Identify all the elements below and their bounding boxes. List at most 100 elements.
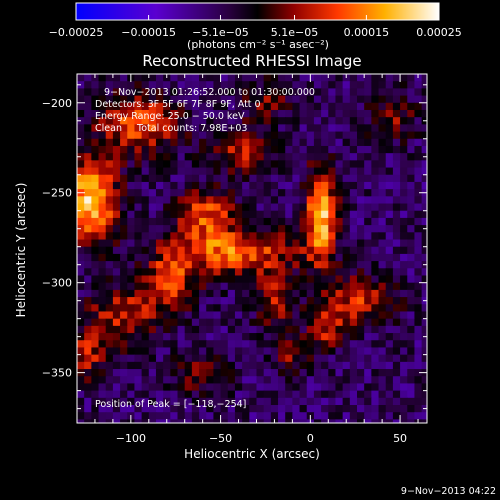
heatmap-cell xyxy=(170,311,179,320)
heatmap-cell xyxy=(285,347,293,356)
heatmap-cell xyxy=(407,419,416,423)
heatmap-cell xyxy=(141,340,150,349)
heatmap-cell xyxy=(263,412,272,421)
heatmap-cell xyxy=(306,124,315,133)
colorbar-tick-label: 0.00015 xyxy=(344,26,390,39)
heatmap-cell xyxy=(364,196,372,205)
heatmap-cell xyxy=(270,95,279,104)
heatmap-cell xyxy=(191,160,200,169)
heatmap-cell xyxy=(342,138,351,147)
heatmap-cell xyxy=(392,131,401,140)
heatmap-cell xyxy=(91,145,100,154)
heatmap-cell xyxy=(141,354,150,363)
heatmap-cell xyxy=(392,81,401,89)
heatmap-cell xyxy=(364,181,372,190)
heatmap-cell xyxy=(313,289,322,298)
heatmap-cell xyxy=(407,383,416,392)
heatmap-cell xyxy=(328,383,337,392)
heatmap-cell xyxy=(263,383,272,392)
heatmap-cell xyxy=(77,131,85,140)
heatmap-cell xyxy=(84,397,92,406)
heatmap-cell xyxy=(220,117,229,125)
heatmap-cell xyxy=(270,124,279,133)
heatmap-cell xyxy=(421,376,427,385)
heatmap-cell xyxy=(400,124,408,133)
heatmap-cell xyxy=(155,354,164,363)
heatmap-cell xyxy=(91,109,100,118)
heatmap-cell xyxy=(242,304,250,313)
heatmap-cell xyxy=(127,81,136,89)
heatmap-cell xyxy=(263,361,272,370)
heatmap-cell xyxy=(91,412,100,421)
heatmap-cell xyxy=(199,347,207,356)
heatmap-cell xyxy=(199,181,207,190)
heatmap-cell xyxy=(385,210,394,219)
heatmap-cell xyxy=(77,311,85,320)
heatmap-cell xyxy=(385,203,394,212)
heatmap-cell xyxy=(349,217,358,226)
heatmap-cell xyxy=(227,217,236,226)
heatmap-cell xyxy=(112,253,121,262)
heatmap-cell xyxy=(342,232,351,241)
heatmap-cell xyxy=(414,181,423,190)
heatmap-cell xyxy=(285,174,293,183)
heatmap-cell xyxy=(414,246,423,255)
heatmap-cell xyxy=(227,181,236,190)
heatmap-cell xyxy=(357,174,365,183)
heatmap-cell xyxy=(270,297,279,305)
heatmap-cell xyxy=(134,217,143,226)
heatmap-cell xyxy=(206,81,215,89)
heatmap-cell xyxy=(364,304,372,313)
heatmap-cell xyxy=(313,124,322,133)
heatmap-cell xyxy=(112,318,121,327)
heatmap-cell xyxy=(400,81,408,89)
y-tick-label: −200 xyxy=(42,97,72,110)
heatmap-cell xyxy=(191,405,200,413)
heatmap-cell xyxy=(84,289,92,298)
heatmap-cell xyxy=(134,340,143,349)
heatmap-cell xyxy=(285,117,293,125)
heatmap-cell xyxy=(227,145,236,154)
heatmap-cell xyxy=(249,138,258,147)
heatmap-cell xyxy=(242,196,250,205)
heatmap-cell xyxy=(77,390,85,399)
heatmap-cell xyxy=(378,189,387,197)
heatmap-cell xyxy=(407,347,416,356)
heatmap-cell xyxy=(414,225,423,233)
heatmap-cell xyxy=(242,174,250,183)
heatmap-cell xyxy=(407,397,416,406)
heatmap-cell xyxy=(234,181,243,190)
heatmap-cell xyxy=(414,239,423,248)
heatmap-cell xyxy=(177,210,186,219)
heatmap-cell xyxy=(234,210,243,219)
heatmap-cell xyxy=(84,390,92,399)
heatmap-cell xyxy=(256,109,265,118)
heatmap-cell xyxy=(263,88,272,97)
heatmap-cell xyxy=(414,311,423,320)
heatmap-cell xyxy=(249,88,258,97)
heatmap-cell xyxy=(84,131,92,140)
heatmap-cell xyxy=(256,138,265,147)
heatmap-cell xyxy=(155,210,164,219)
heatmap-cell xyxy=(313,275,322,284)
heatmap-cell xyxy=(328,419,337,423)
heatmap-cell xyxy=(270,289,279,298)
heatmap-cell xyxy=(227,131,236,140)
heatmap-cell xyxy=(170,117,179,125)
heatmap-cell xyxy=(199,196,207,205)
heatmap-cell xyxy=(270,369,279,377)
heatmap-cell xyxy=(328,246,337,255)
heatmap-cell xyxy=(335,181,344,190)
heatmap-cell xyxy=(321,232,329,241)
heatmap-cell xyxy=(206,131,215,140)
heatmap-cell xyxy=(184,131,193,140)
heatmap-cell xyxy=(191,397,200,406)
annotation-clean: Clean Total counts: 7.98E+03 xyxy=(95,123,247,134)
heatmap-cell xyxy=(199,311,207,320)
heatmap-cell xyxy=(220,354,229,363)
heatmap-cell xyxy=(170,419,179,423)
heatmap-cell xyxy=(313,354,322,363)
heatmap-cell xyxy=(256,210,265,219)
y-axis-label: Heliocentric Y (arcsec) xyxy=(14,183,28,318)
heatmap-cell xyxy=(227,347,236,356)
